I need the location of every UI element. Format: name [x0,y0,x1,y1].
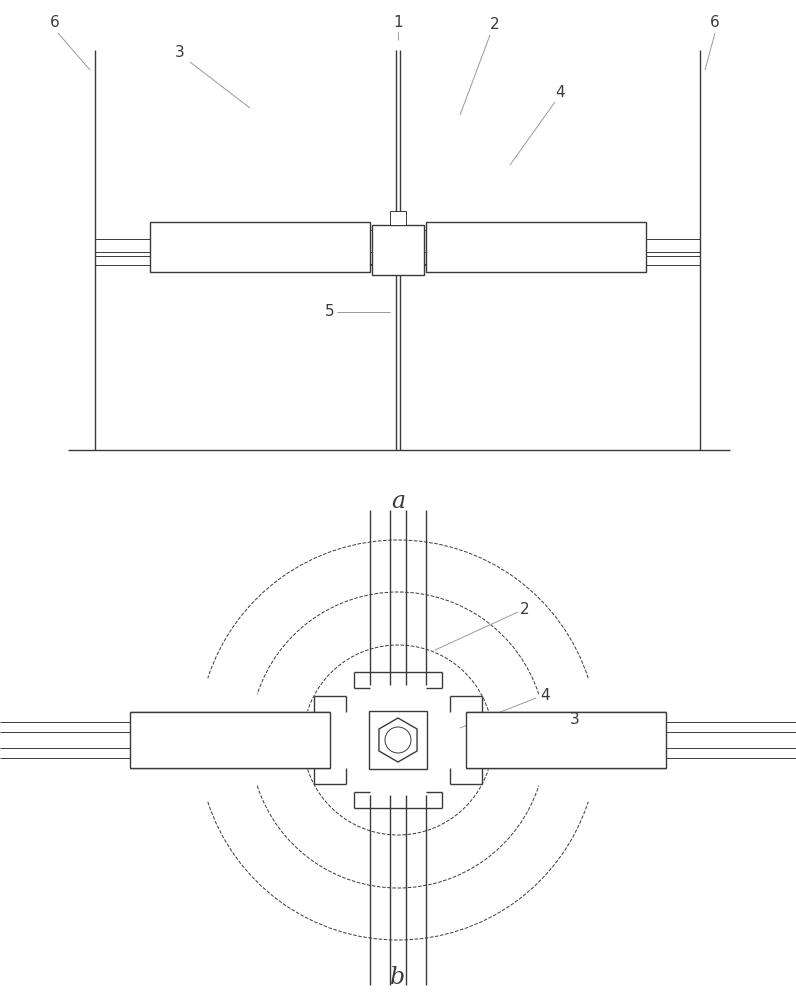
Text: 3: 3 [175,45,185,60]
Text: 4: 4 [540,688,549,702]
Text: 2: 2 [490,17,500,32]
Text: 3: 3 [570,712,579,728]
Text: 6: 6 [50,15,60,30]
Text: 6: 6 [710,15,720,30]
Text: 5: 5 [326,304,335,320]
Text: 2: 2 [520,602,529,617]
Circle shape [385,727,411,753]
Text: 1: 1 [393,15,403,30]
Bar [130,712,330,768]
Polygon shape [379,718,417,762]
Text: 4: 4 [555,85,564,100]
Bar [372,225,424,275]
Bar [426,222,646,272]
Text: b: b [390,966,406,990]
Bar [390,211,406,225]
Text: a: a [391,490,405,514]
Bar [369,711,427,769]
Bar [466,712,666,768]
Bar [150,222,370,272]
